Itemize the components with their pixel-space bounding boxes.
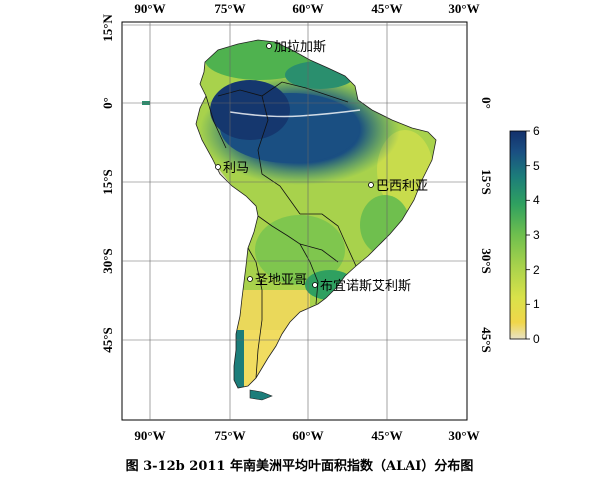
lon-label: 30°W [448, 1, 479, 16]
city-marker-lima [215, 164, 221, 170]
city-label-brasilia: 巴西利亚 [376, 179, 428, 194]
city-label-lima: 利马 [223, 161, 249, 176]
lon-label: 90°W [134, 428, 165, 443]
colorbar-tick-label: 0 [533, 332, 540, 346]
colorbar-tick-label: 2 [533, 263, 540, 277]
lat-labels-right: 0° 15°S 30°S 45°S [479, 97, 494, 353]
city-marker-brasilia [368, 182, 374, 188]
lat-label: 0° [479, 97, 494, 109]
colorbar-tick-label: 3 [533, 228, 540, 242]
lat-label: 45°S [479, 327, 494, 352]
colorbar-tick-label: 6 [533, 124, 540, 138]
colorbar-tick-label: 5 [533, 159, 540, 173]
colorbar-ticks [526, 130, 530, 340]
lon-label: 60°W [292, 428, 323, 443]
graticule [122, 22, 467, 420]
colorbar-tick-label: 1 [533, 297, 540, 311]
city-markers: 加拉加斯 利马 巴西利亚 圣地亚哥 布宜诺斯艾利斯 [215, 40, 428, 294]
lon-labels-bottom: 90°W 75°W 60°W 45°W 30°W [134, 428, 479, 443]
lon-label: 60°W [292, 1, 323, 16]
colorbar-gradient [509, 130, 527, 340]
lat-label: 15°S [479, 169, 494, 194]
city-label-caracas: 加拉加斯 [274, 40, 326, 55]
city-marker-buenos-aires [312, 282, 318, 288]
city-marker-caracas [266, 43, 272, 49]
lat-label: 30°S [100, 248, 115, 273]
lat-label: 45°S [100, 327, 115, 352]
figure-caption: 图 3-12b 2011 年南美洲平均叶面积指数（ALAI）分布图 [125, 459, 474, 474]
colorbar: 0 1 2 3 4 5 6 [509, 124, 540, 346]
lat-labels-left: 15°N 0° 15°S 30°S 45°S [100, 14, 115, 353]
lat-label: 15°N [100, 14, 115, 42]
lon-label: 90°W [134, 1, 165, 16]
lat-label: 15°S [100, 169, 115, 194]
lon-label: 75°W [214, 428, 245, 443]
lat-label: 0° [100, 97, 115, 109]
lon-labels-top: 90°W 75°W 60°W 45°W 30°W [134, 1, 479, 16]
country-borders [205, 81, 357, 379]
colorbar-tick-label: 4 [533, 193, 540, 207]
tierra-del-fuego [249, 389, 273, 401]
lat-label: 30°S [479, 248, 494, 273]
city-label-santiago: 圣地亚哥 [255, 273, 307, 288]
city-marker-santiago [247, 276, 253, 282]
lon-label: 45°W [371, 428, 402, 443]
lon-label: 30°W [448, 428, 479, 443]
lon-label: 45°W [371, 1, 402, 16]
city-label-buenos-aires: 布宜诺斯艾利斯 [320, 279, 411, 294]
lon-label: 75°W [214, 1, 245, 16]
